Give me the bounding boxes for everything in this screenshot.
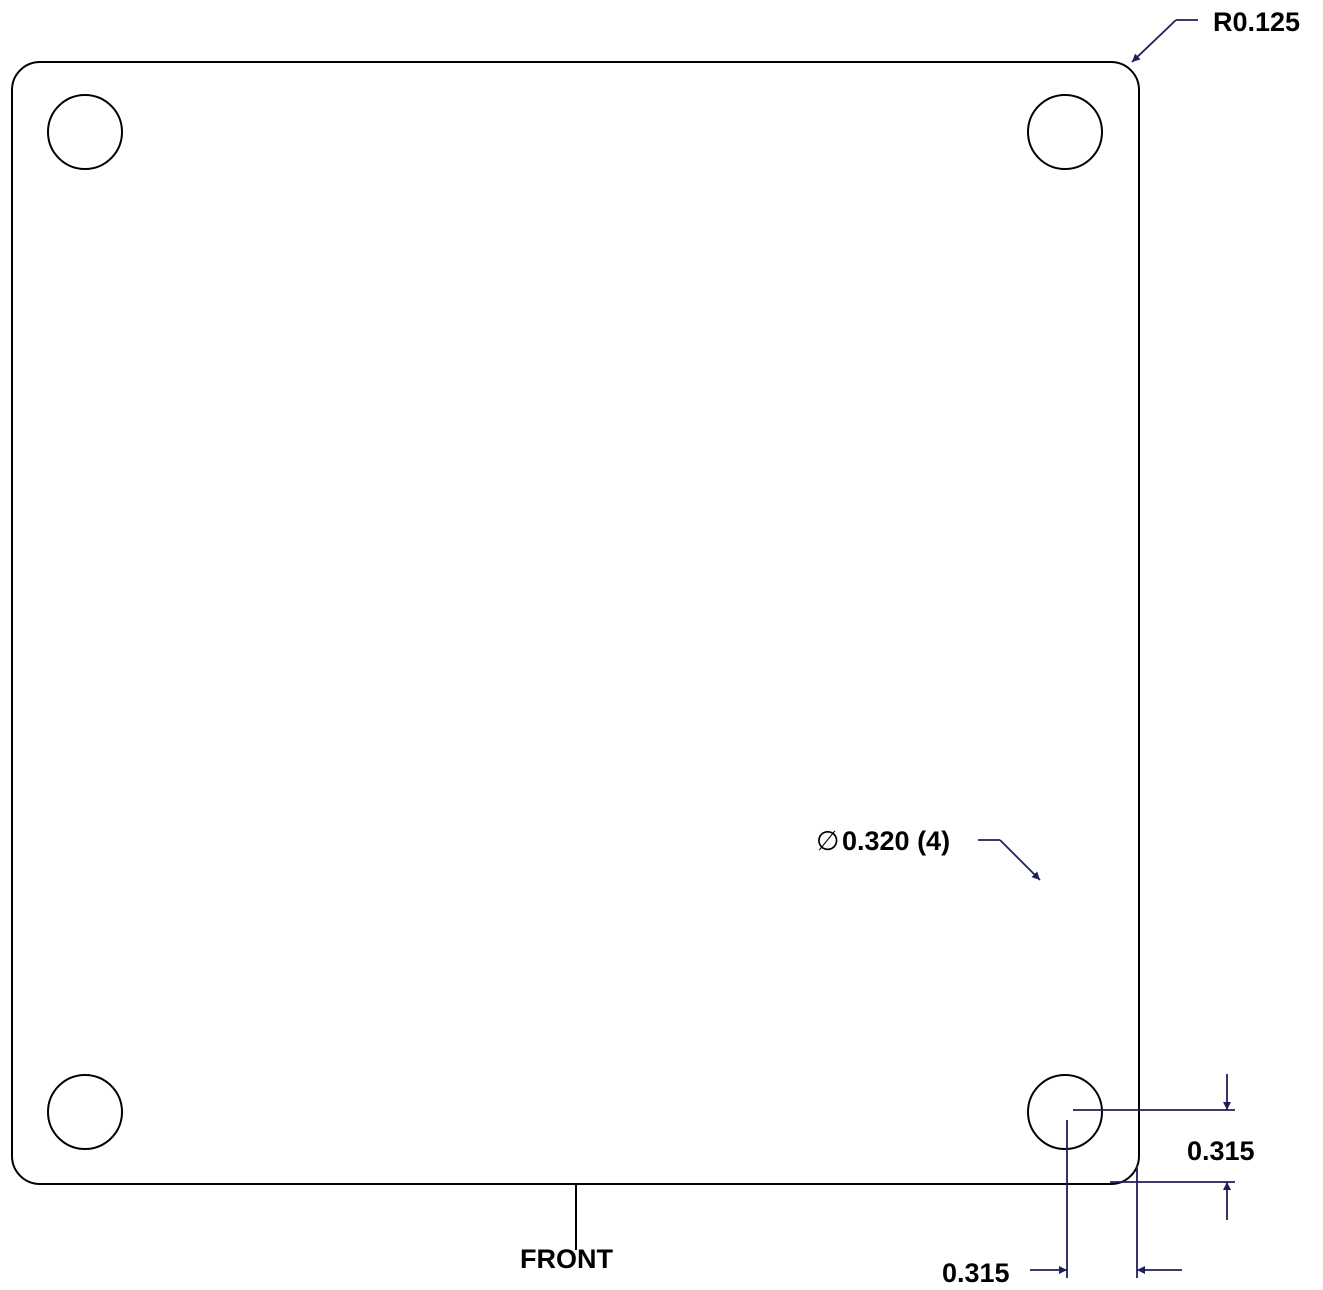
mounting-hole-top-right	[1027, 94, 1103, 170]
vertical-offset-label: 0.315	[1187, 1136, 1255, 1166]
hole-diameter-label: 0.320 (4)	[842, 826, 950, 856]
corner-radius-leader	[1131, 19, 1198, 63]
mounting-hole-bottom-right	[1027, 1074, 1103, 1150]
hole-diameter-leader	[978, 839, 1041, 881]
front-label: FRONT	[520, 1244, 613, 1274]
hole-diameter-symbol: ∅	[816, 826, 840, 856]
plate-outline	[11, 61, 1140, 1185]
horizontal-offset-label: 0.315	[942, 1258, 1010, 1288]
corner-radius-label: R0.125	[1213, 7, 1300, 37]
mounting-hole-top-left	[47, 94, 123, 170]
mounting-hole-bottom-left	[47, 1074, 123, 1150]
vertical-offset-dimension	[1073, 1074, 1235, 1220]
horizontal-offset-dimension	[1030, 1120, 1182, 1278]
